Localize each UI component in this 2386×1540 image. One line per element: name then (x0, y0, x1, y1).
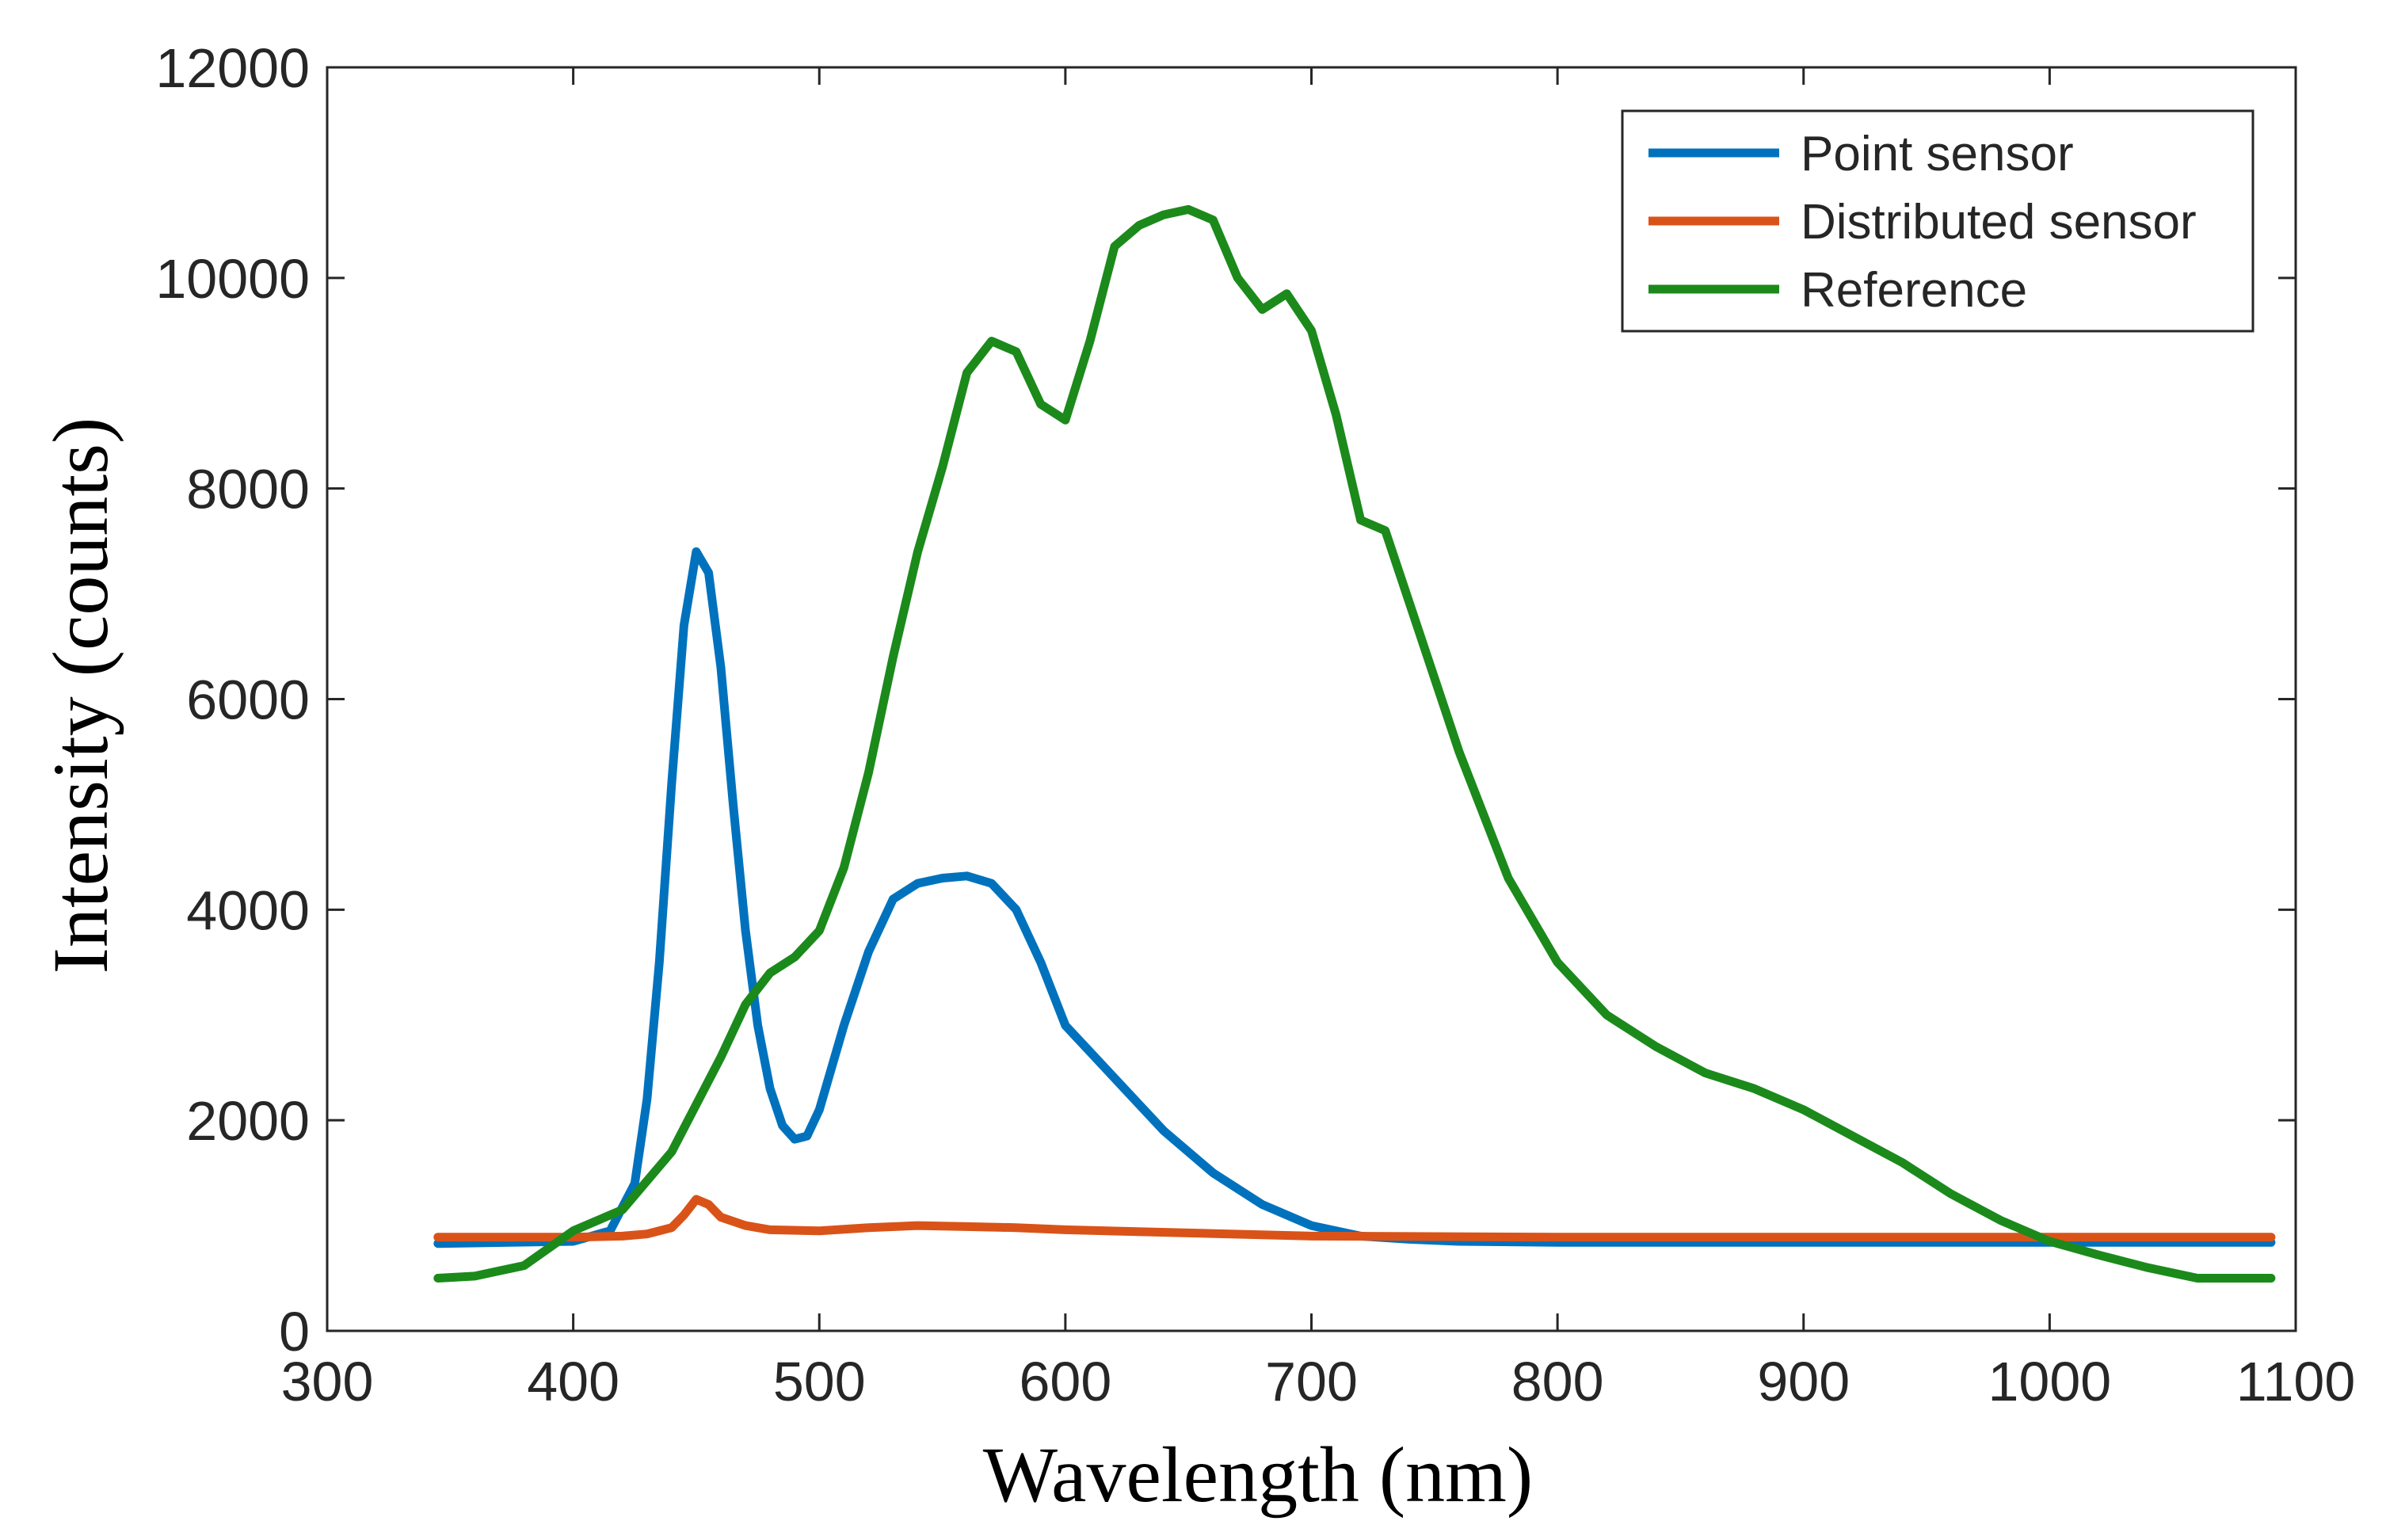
y-tick-label: 2000 (186, 1090, 310, 1152)
y-tick-label: 0 (279, 1301, 310, 1363)
x-tick-label: 500 (773, 1351, 866, 1412)
legend-label: Distributed sensor (1801, 195, 2197, 250)
series-line-reference (433, 204, 2276, 1283)
y-tick-label: 4000 (186, 879, 310, 941)
x-tick-label: 1100 (2236, 1351, 2356, 1412)
y-axis-title: Intensity (counts) (36, 417, 124, 974)
y-tick-label: 10000 (155, 248, 310, 310)
series-line-distributed-sensor (433, 1195, 2276, 1242)
series-line-point-sensor (433, 547, 2276, 1248)
x-tick-label: 800 (1511, 1351, 1604, 1412)
y-tick-label: 12000 (155, 37, 310, 99)
x-tick-label: 400 (527, 1351, 619, 1412)
x-tick-label: 900 (1757, 1351, 1850, 1412)
x-tick-label: 700 (1265, 1351, 1358, 1412)
x-tick-label: 600 (1019, 1351, 1111, 1412)
legend-label: Reference (1801, 263, 2027, 318)
y-tick-label: 8000 (186, 459, 310, 520)
x-axis-title: Wavelength (nm) (983, 1431, 1533, 1519)
legend-label: Point sensor (1801, 127, 2074, 181)
y-tick-label: 6000 (186, 669, 310, 731)
x-tick-label: 300 (281, 1351, 374, 1412)
x-tick-label: 1000 (1988, 1351, 2112, 1412)
